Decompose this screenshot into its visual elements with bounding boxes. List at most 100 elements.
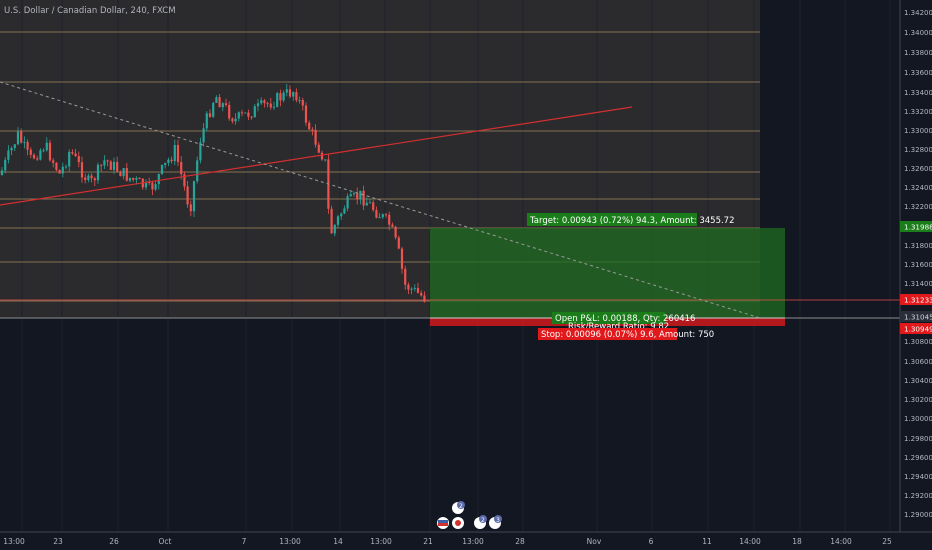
candle-body — [359, 190, 362, 200]
time-tick-label: 14:00 — [830, 537, 852, 546]
candle-body — [80, 162, 84, 178]
candle-body — [250, 116, 253, 118]
candle-body — [314, 129, 317, 145]
candle-body — [148, 182, 151, 184]
price-tick-label: 1.30000 — [904, 415, 932, 423]
candle-body — [272, 106, 276, 108]
candle-body — [298, 99, 301, 101]
open-pnl-label: Open P&L: 0.00188, Qty: 260416 — [555, 314, 695, 324]
candle-body — [413, 287, 416, 289]
candle-body — [256, 103, 260, 107]
time-tick-label: 25 — [882, 537, 892, 546]
time-tick-label: 13:00 — [279, 537, 301, 546]
candle-body — [116, 161, 119, 172]
candle-body — [349, 194, 352, 197]
candle-body — [103, 160, 106, 166]
candle-body — [208, 113, 212, 117]
event-count-3: 3 — [496, 517, 500, 524]
price-tick-label: 1.33200 — [904, 108, 932, 116]
candle-body — [407, 284, 410, 290]
price-tick-label: 1.30600 — [904, 358, 932, 366]
candle-body — [10, 147, 13, 151]
candle-body — [180, 161, 183, 175]
candle-body — [183, 174, 186, 187]
candle-body — [308, 122, 311, 130]
candle-body — [164, 162, 167, 165]
candle-body — [192, 181, 196, 212]
falling-dashed-trend-line[interactable] — [0, 81, 761, 319]
us-flag-stripe-icon — [438, 520, 448, 523]
time-tick-label: 28 — [515, 537, 525, 546]
candle-body — [7, 150, 10, 160]
candle-body — [132, 177, 135, 180]
time-tick-label: 7 — [242, 537, 247, 546]
price-tick-label: 1.33600 — [904, 69, 932, 77]
price-tick-label: 1.31400 — [904, 280, 932, 288]
candle-body — [362, 190, 365, 206]
candle-body — [343, 208, 346, 214]
symbol-title[interactable]: U.S. Dollar / Canadian Dollar, 240, FXCM — [4, 6, 176, 16]
entry-price-tag — [900, 311, 932, 322]
price-axis-ticks: 1.34200 1.34000 1.33800 1.33600 1.33400 1.332… — [904, 9, 932, 519]
candle-body — [240, 112, 244, 114]
candle-body — [212, 102, 215, 117]
candle-body — [279, 93, 282, 101]
target-zone[interactable] — [430, 228, 785, 318]
candle-body — [282, 92, 285, 101]
time-axis-ticks[interactable]: 13:00 23 26 Oct 7 13:00 14 13:00 21 13:00 28 Nov 6 11… — [3, 537, 892, 546]
time-tick-label: Nov — [587, 537, 602, 546]
candle-body — [26, 142, 29, 150]
candle-body — [0, 170, 4, 175]
candle-body — [384, 214, 388, 216]
candle-body — [135, 178, 138, 180]
candle-body — [160, 164, 164, 174]
candle-body — [13, 144, 16, 148]
candle-body — [416, 287, 420, 293]
target-price-tag — [900, 221, 932, 232]
rising-trend-line[interactable] — [0, 106, 633, 206]
price-tick-label: 1.30400 — [904, 377, 932, 385]
time-tick-label: 13:00 — [370, 537, 392, 546]
candle-body — [186, 186, 189, 205]
target-price-label: 1.31988 — [904, 223, 932, 232]
candle-body — [176, 145, 180, 162]
candle-body — [93, 178, 96, 181]
candle-body — [410, 288, 413, 290]
candle-body — [311, 129, 314, 131]
price-axis[interactable] — [900, 0, 932, 550]
candle-body — [170, 159, 173, 162]
candle-body — [378, 217, 381, 219]
candle-body — [61, 166, 64, 174]
candle-body — [224, 103, 228, 106]
candle-body — [32, 154, 36, 159]
candle-body — [333, 224, 336, 234]
economic-event-markers[interactable]: 2 2 3 — [437, 501, 502, 529]
candle-body — [154, 184, 157, 190]
candle-body — [189, 204, 192, 212]
price-tick-label: 1.34000 — [904, 29, 932, 37]
time-tick-label: 18 — [792, 537, 802, 546]
candle-body — [244, 112, 247, 114]
candle-body — [205, 113, 208, 129]
candle-body — [100, 164, 103, 166]
candle-body — [215, 97, 218, 103]
candle-body — [423, 295, 426, 302]
stop-label: Stop: 0.00096 (0.07%) 9.6, Amount: 750 — [541, 330, 714, 340]
candle-body — [260, 100, 263, 104]
candle-body — [74, 153, 77, 157]
candle-body — [96, 164, 100, 181]
target-label-box — [527, 213, 697, 226]
candle-body — [138, 178, 141, 180]
candle-body — [253, 106, 256, 118]
time-tick-label: Oct — [159, 537, 172, 546]
candle-body — [372, 202, 375, 211]
candle-body — [16, 131, 20, 145]
time-tick-label: 21 — [423, 537, 433, 546]
event-count-badge-icon — [479, 515, 487, 523]
price-tick-label: 1.32800 — [904, 146, 932, 154]
candle-body — [356, 193, 359, 200]
price-tick-label: 1.29000 — [904, 511, 932, 519]
candle-body — [365, 202, 368, 206]
